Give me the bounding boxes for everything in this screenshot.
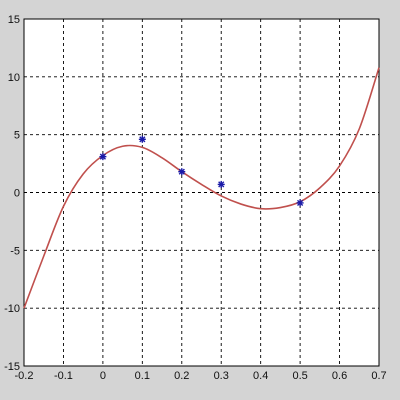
y-tick-label: 15 xyxy=(8,14,20,26)
x-tick-label: 0.6 xyxy=(332,370,347,382)
x-tick-label: -0.1 xyxy=(54,370,73,382)
y-tick-label: -5 xyxy=(10,245,20,257)
x-tick-label: 0.4 xyxy=(253,370,268,382)
data-point xyxy=(217,180,225,188)
x-tick-label: 0 xyxy=(100,370,106,382)
y-tick-label: 5 xyxy=(14,130,20,142)
y-tick-label: 10 xyxy=(8,72,20,84)
axis-tick-labels: -0.2 -0.1 0 0.1 0.2 0.3 0.4 0.5 0.6 0.7 15 10 5 0 -5 -1… xyxy=(4,14,387,382)
y-tick-label: -15 xyxy=(4,361,20,373)
data-point xyxy=(178,168,186,176)
x-tick-label: 0.7 xyxy=(371,370,386,382)
data-points-layer xyxy=(99,135,304,207)
data-point xyxy=(138,135,146,143)
y-tick-label: 0 xyxy=(14,188,20,200)
x-tick-label: 0.3 xyxy=(214,370,229,382)
y-tick-label: -10 xyxy=(4,303,20,315)
x-tick-label: 0.1 xyxy=(135,370,150,382)
x-tick-label: 0.2 xyxy=(174,370,189,382)
data-point xyxy=(296,199,304,207)
grid-lines xyxy=(24,19,379,366)
x-tick-label: 0.5 xyxy=(292,370,307,382)
data-point xyxy=(99,153,107,161)
fit-curve-line xyxy=(23,67,380,309)
x-tick-label: -0.2 xyxy=(15,370,34,382)
fit-curve-layer xyxy=(23,67,380,309)
